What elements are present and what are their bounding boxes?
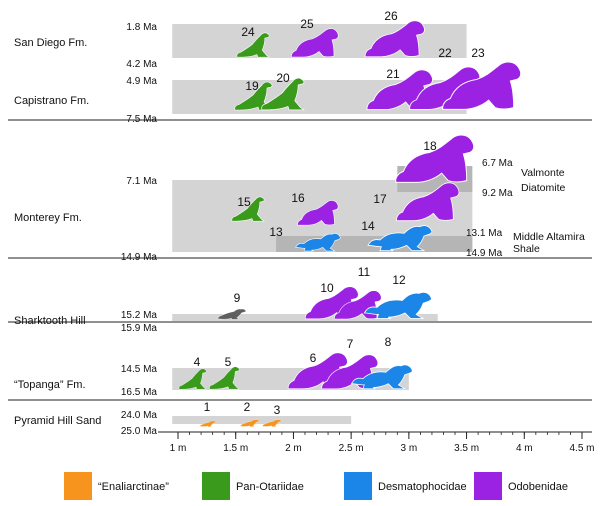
formation-age-top: 15.2 Ma bbox=[121, 310, 158, 321]
taxon-number: 10 bbox=[320, 281, 334, 295]
sub-unit-name: Valmonte bbox=[521, 167, 565, 179]
formation-age-bottom: 7.5 Ma bbox=[126, 114, 157, 125]
taxon-number: 6 bbox=[310, 351, 317, 365]
taxon-number: 9 bbox=[234, 291, 241, 305]
taxon-number: 2 bbox=[244, 400, 251, 414]
formation-name: Sharktooth Hill bbox=[14, 315, 86, 327]
formation-age-bottom: 16.5 Ma bbox=[121, 387, 158, 398]
formation-age-top: 4.9 Ma bbox=[126, 76, 157, 87]
taxon-number: 22 bbox=[438, 46, 452, 60]
sub-unit-age-bottom: 9.2 Ma bbox=[482, 188, 513, 199]
formation-age-bottom: 15.9 Ma bbox=[121, 323, 158, 334]
axis-tick-label: 3.5 m bbox=[454, 443, 479, 454]
formation-age-top: 7.1 Ma bbox=[126, 176, 157, 187]
taxon-number: 4 bbox=[194, 355, 201, 369]
legend-swatch bbox=[202, 472, 230, 500]
sub-unit-age-top: 13.1 Ma bbox=[466, 228, 503, 239]
formation-range-bar bbox=[172, 416, 352, 424]
legend-label: “Enaliarctinae” bbox=[98, 481, 169, 493]
taxon-number: 5 bbox=[225, 355, 232, 369]
legend-label: Desmatophocidae bbox=[378, 481, 467, 493]
formation-age-top: 14.5 Ma bbox=[121, 364, 158, 375]
axis-tick-label: 2.5 m bbox=[339, 443, 364, 454]
taxon-number: 1 bbox=[204, 400, 211, 414]
taxon-number: 23 bbox=[471, 46, 485, 60]
axis-tick-label: 3 m bbox=[401, 443, 418, 454]
taxon-number: 3 bbox=[274, 403, 281, 417]
taxon-number: 11 bbox=[358, 265, 371, 279]
formation-age-bottom: 25.0 Ma bbox=[121, 426, 158, 437]
taxon-number: 21 bbox=[386, 67, 400, 81]
taxon-number: 25 bbox=[300, 17, 314, 31]
sub-unit-name: Middle Altamira bbox=[513, 231, 585, 243]
taxon-number: 8 bbox=[385, 335, 392, 349]
taxon-number: 19 bbox=[245, 79, 259, 93]
axis-tick-label: 1.5 m bbox=[223, 443, 248, 454]
taxon-number: 12 bbox=[392, 273, 406, 287]
formation-name: Capistrano Fm. bbox=[14, 95, 89, 107]
size-axis: 1 m 1.5 m 2 m 2.5 m 3 m 3.5 m 4 m 4.5 m bbox=[158, 431, 595, 454]
sub-unit-age-top: 6.7 Ma bbox=[482, 158, 513, 169]
formation-name: San Diego Fm. bbox=[14, 37, 87, 49]
sub-unit-age-bottom: 14.9 Ma bbox=[466, 248, 503, 259]
formation-age-bottom: 4.2 Ma bbox=[126, 59, 157, 70]
axis-tick-label: 1 m bbox=[170, 443, 187, 454]
axis-tick-label: 4 m bbox=[516, 443, 533, 454]
axis-tick-label: 2 m bbox=[285, 443, 302, 454]
formation-age-top: 24.0 Ma bbox=[121, 410, 158, 421]
sub-unit-name: Diatomite bbox=[521, 182, 566, 194]
axis-tick-label: 4.5 m bbox=[569, 443, 594, 454]
legend-swatch bbox=[344, 472, 372, 500]
taxon-number: 15 bbox=[237, 195, 251, 209]
taxon-number: 7 bbox=[347, 337, 354, 351]
taxon-number: 16 bbox=[291, 191, 305, 205]
taxon-number: 20 bbox=[276, 71, 290, 85]
formation-age-bottom: 14.9 Ma bbox=[121, 252, 158, 263]
labels-layer: San Diego Fm.1.8 Ma4.2 Ma242526Capistran… bbox=[14, 9, 585, 437]
formation-name: Pyramid Hill Sand bbox=[14, 415, 101, 427]
legend-label: Pan-Otariidae bbox=[236, 481, 304, 493]
formation-name: Monterey Fm. bbox=[14, 212, 82, 224]
legend: “Enaliarctinae” Pan-Otariidae Desmatophoci… bbox=[64, 472, 568, 500]
legend-label: Odobenidae bbox=[508, 481, 568, 493]
taxon-number: 24 bbox=[241, 25, 255, 39]
sub-unit-name: Shale bbox=[513, 243, 540, 255]
taxon-number: 17 bbox=[373, 192, 387, 206]
legend-swatch bbox=[64, 472, 92, 500]
formation-age-top: 1.8 Ma bbox=[126, 22, 157, 33]
taxon-number: 13 bbox=[269, 225, 283, 239]
taxon-number: 26 bbox=[384, 9, 398, 23]
taxon-number: 18 bbox=[423, 139, 437, 153]
formation-name: “Topanga” Fm. bbox=[14, 379, 86, 391]
legend-swatch bbox=[474, 472, 502, 500]
taxon-number: 14 bbox=[361, 219, 375, 233]
